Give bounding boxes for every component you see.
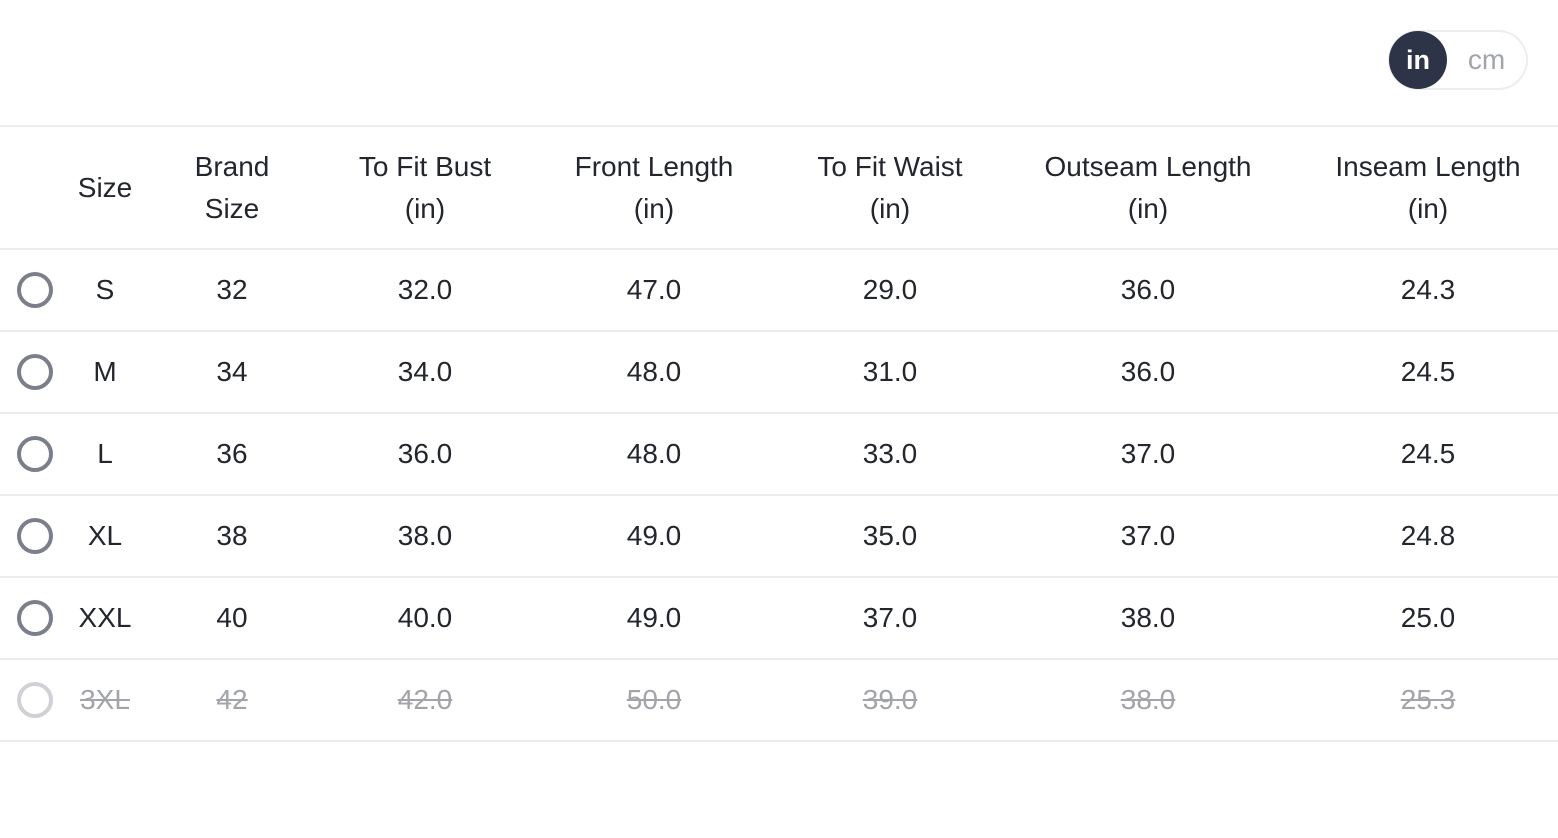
unit-in-button[interactable]: in (1389, 31, 1447, 89)
inseam-length-value: 24.8 (1400, 520, 1456, 551)
header-label: Size (77, 171, 133, 203)
size-label: M (93, 356, 117, 387)
size-label: L (97, 438, 113, 469)
brand-size-value: 40 (216, 602, 248, 633)
header-label: (in) (1127, 192, 1169, 224)
to-fit-bust-value: 38.0 (397, 520, 453, 551)
inseam-length-value: 24.5 (1400, 438, 1456, 469)
outseam-length-value: 37.0 (1120, 520, 1176, 551)
to-fit-bust-value: 34.0 (397, 356, 453, 387)
header-label: (in) (1407, 192, 1449, 224)
size-label: S (95, 274, 115, 305)
size-row-s[interactable]: S 32 32.0 47.0 29.0 36.0 24.3 (0, 249, 1558, 331)
front-length-value: 50.0 (626, 684, 682, 715)
size-row-m[interactable]: M 34 34.0 48.0 31.0 36.0 24.5 (0, 331, 1558, 413)
front-length-value: 49.0 (626, 602, 682, 633)
outseam-length-value: 38.0 (1120, 602, 1176, 633)
to-fit-waist-value: 33.0 (862, 438, 918, 469)
size-label: XXL (78, 602, 132, 633)
size-chart-table: Size Brand Size To Fit Bust (in) Front L… (0, 125, 1558, 742)
front-length-value: 47.0 (626, 274, 682, 305)
size-row-xxl[interactable]: XXL 40 40.0 49.0 37.0 38.0 25.0 (0, 577, 1558, 659)
unit-toggle[interactable]: in cm (1388, 30, 1528, 90)
to-fit-bust-value: 32.0 (397, 274, 453, 305)
brand-size-value: 38 (216, 520, 248, 551)
size-radio[interactable] (17, 354, 53, 390)
header-label: Size (204, 192, 260, 224)
to-fit-bust-value: 40.0 (397, 602, 453, 633)
header-label: To Fit Bust (358, 150, 492, 182)
size-radio[interactable] (17, 600, 53, 636)
inseam-length-value: 24.3 (1400, 274, 1456, 305)
column-header-to-fit-bust: To Fit Bust (in) (324, 126, 526, 249)
brand-size-value: 32 (216, 274, 248, 305)
outseam-length-value: 36.0 (1120, 356, 1176, 387)
size-row-xl[interactable]: XL 38 38.0 49.0 35.0 37.0 24.8 (0, 495, 1558, 577)
header-label: (in) (404, 192, 446, 224)
size-label: 3XL (80, 684, 130, 715)
radio-column-header (0, 126, 70, 249)
to-fit-bust-value: 42.0 (397, 684, 453, 715)
table-header: Size Brand Size To Fit Bust (in) Front L… (0, 126, 1558, 249)
front-length-value: 48.0 (626, 438, 682, 469)
header-label: Brand (194, 150, 270, 182)
front-length-value: 48.0 (626, 356, 682, 387)
size-radio-disabled (17, 682, 53, 718)
outseam-length-value: 37.0 (1120, 438, 1176, 469)
size-radio[interactable] (17, 272, 53, 308)
column-header-brand-size: Brand Size (140, 126, 324, 249)
size-radio[interactable] (17, 518, 53, 554)
to-fit-waist-value: 31.0 (862, 356, 918, 387)
inseam-length-value: 25.0 (1400, 602, 1456, 633)
brand-size-value: 36 (216, 438, 248, 469)
outseam-length-value: 38.0 (1120, 684, 1176, 715)
size-row-3xl-unavailable: 3XL 42 42.0 50.0 39.0 38.0 25.3 (0, 659, 1558, 741)
column-header-front-length: Front Length (in) (526, 126, 782, 249)
header-label: Outseam Length (1044, 150, 1252, 182)
header-label: Inseam Length (1335, 150, 1521, 182)
column-header-to-fit-waist: To Fit Waist (in) (782, 126, 998, 249)
topbar: in cm (0, 0, 1558, 125)
front-length-value: 49.0 (626, 520, 682, 551)
inseam-length-value: 24.5 (1400, 356, 1456, 387)
to-fit-bust-value: 36.0 (397, 438, 453, 469)
header-label: (in) (869, 192, 911, 224)
header-row: Size Brand Size To Fit Bust (in) Front L… (0, 126, 1558, 249)
inseam-length-value: 25.3 (1400, 684, 1456, 715)
size-radio[interactable] (17, 436, 53, 472)
brand-size-value: 42 (216, 684, 248, 715)
column-header-size: Size (70, 126, 140, 249)
header-label: Front Length (574, 150, 734, 182)
table-body: S 32 32.0 47.0 29.0 36.0 24.3 M 34 34.0 … (0, 249, 1558, 741)
size-row-l[interactable]: L 36 36.0 48.0 33.0 37.0 24.5 (0, 413, 1558, 495)
size-label: XL (87, 520, 123, 551)
brand-size-value: 34 (216, 356, 248, 387)
unit-cm-button[interactable]: cm (1447, 44, 1526, 76)
outseam-length-value: 36.0 (1120, 274, 1176, 305)
to-fit-waist-value: 37.0 (862, 602, 918, 633)
to-fit-waist-value: 29.0 (862, 274, 918, 305)
header-label: (in) (633, 192, 675, 224)
header-label: To Fit Waist (817, 150, 963, 182)
to-fit-waist-value: 35.0 (862, 520, 918, 551)
column-header-outseam-length: Outseam Length (in) (998, 126, 1298, 249)
column-header-inseam-length: Inseam Length (in) (1298, 126, 1558, 249)
to-fit-waist-value: 39.0 (862, 684, 918, 715)
